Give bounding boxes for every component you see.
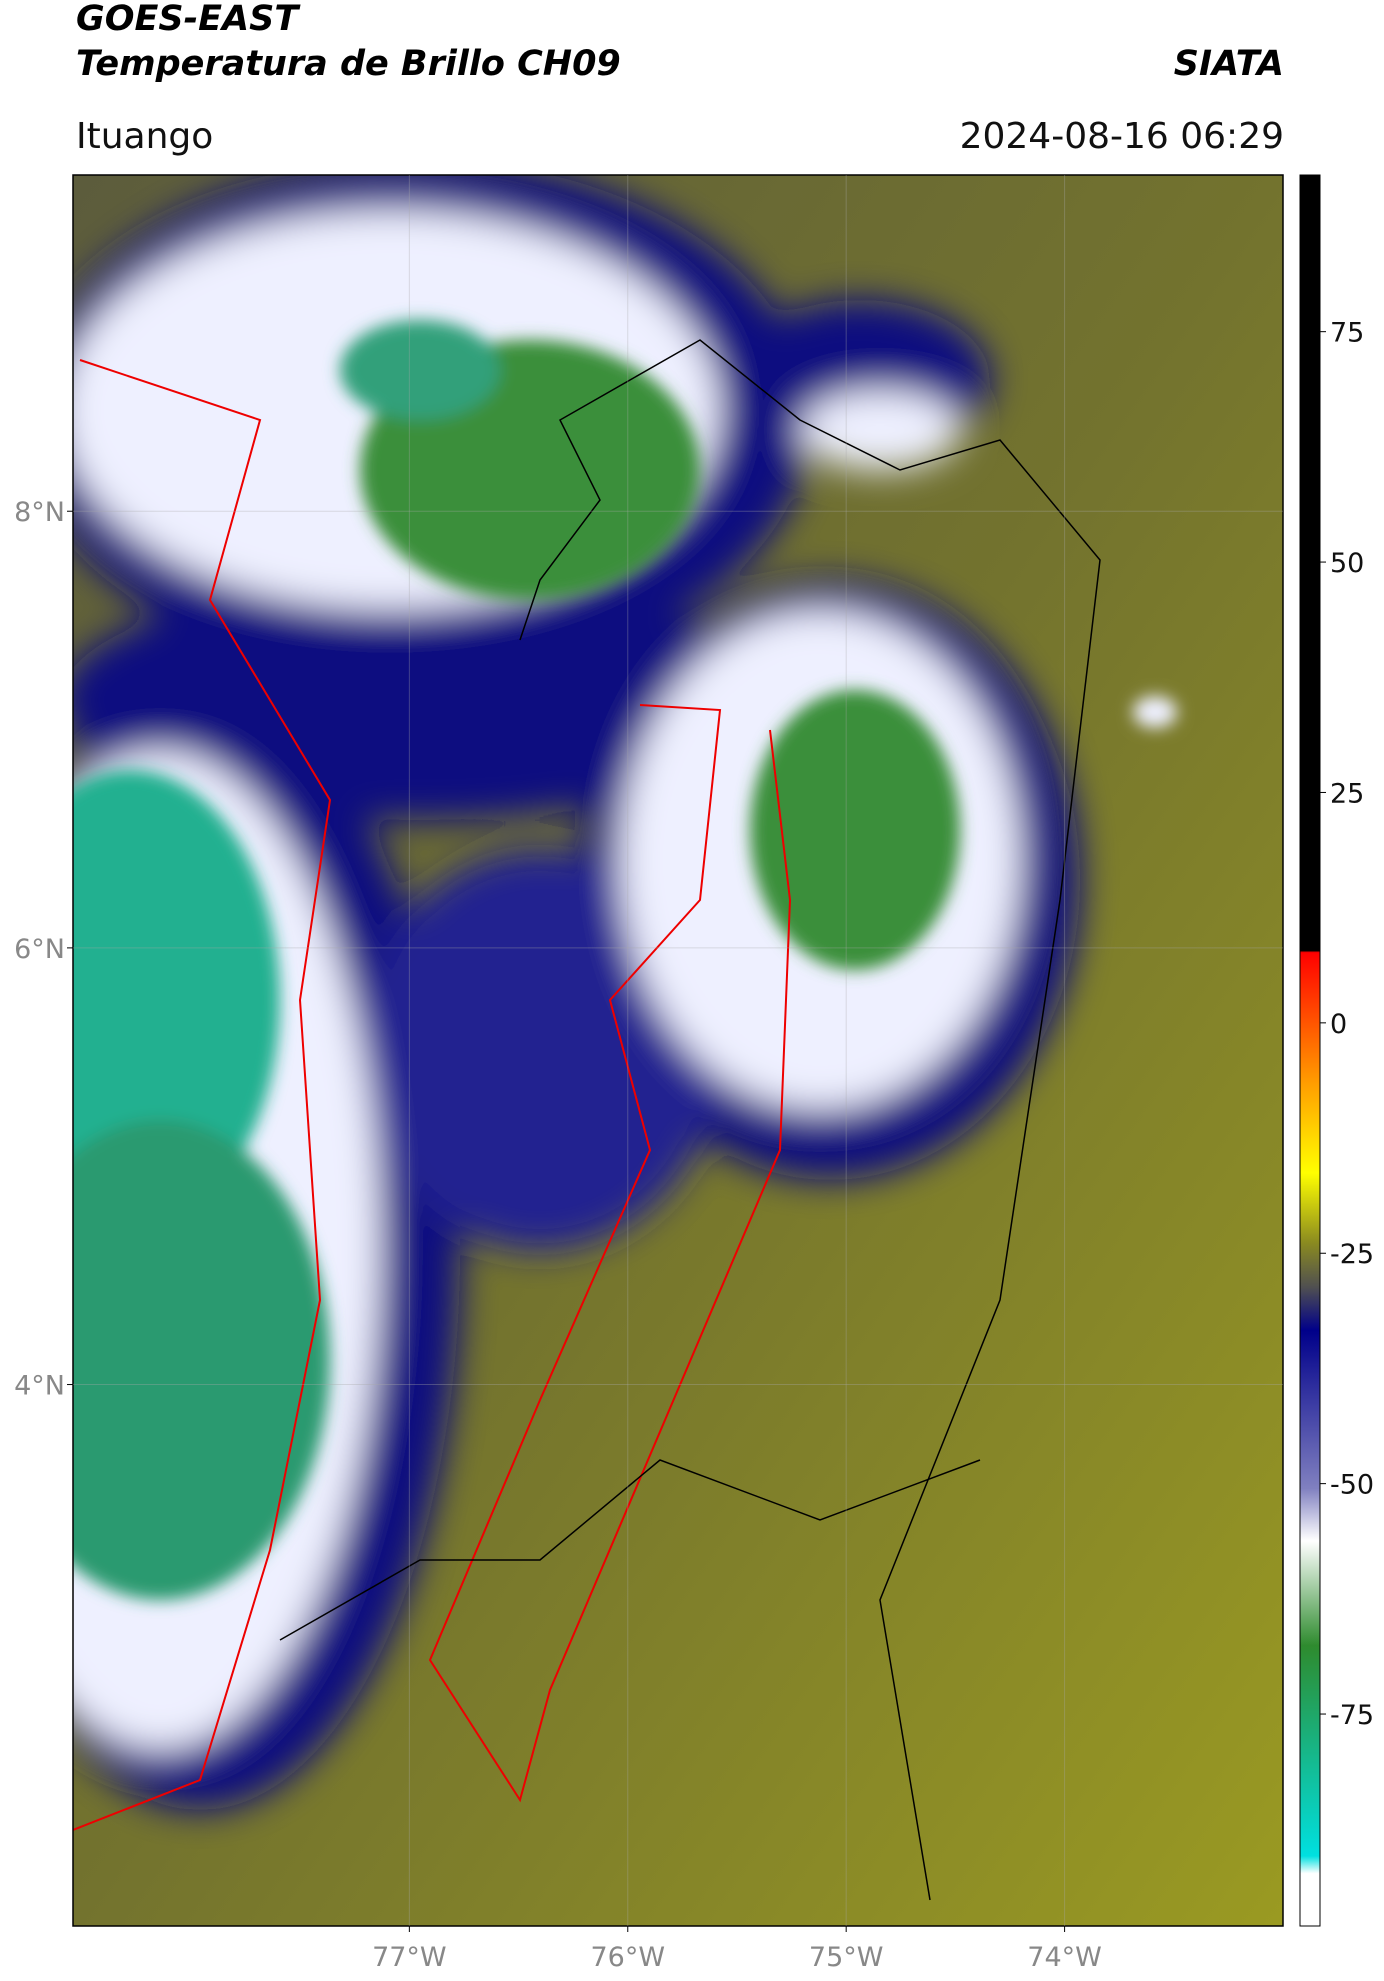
title: GOES-EAST — [76, 0, 301, 39]
lon-tick-label: 77°W — [372, 1942, 447, 1973]
colorbar-tick-label: 50 — [1330, 548, 1364, 579]
map-frame — [72, 174, 1284, 1927]
colorbar-tick-label: -75 — [1330, 1700, 1374, 1731]
lat-tick-label: 4°N — [14, 1371, 65, 1402]
brand: SIATA — [1174, 44, 1284, 84]
colorbar-tick-label: -50 — [1330, 1470, 1374, 1501]
lon-tick-label: 76°W — [590, 1942, 665, 1973]
lon-tick-label: 75°W — [809, 1942, 884, 1973]
lat-tick-label: 6°N — [14, 934, 65, 965]
location: Ituango — [76, 116, 213, 157]
colorbar-tick-label: 25 — [1330, 778, 1364, 809]
colorbar-tick-label: 75 — [1330, 318, 1364, 349]
colorbar-tick-label: -25 — [1330, 1239, 1374, 1270]
lat-tick-label: 8°N — [14, 497, 65, 528]
colorbar-tick-label: 0 — [1330, 1009, 1347, 1040]
colorbar — [1299, 174, 1321, 1927]
satellite-image — [73, 175, 1283, 1926]
datetime: 2024-08-16 06:29 — [960, 116, 1284, 157]
lon-tick-label: 74°W — [1027, 1942, 1102, 1973]
subtitle: Temperatura de Brillo CH09 — [76, 44, 621, 84]
